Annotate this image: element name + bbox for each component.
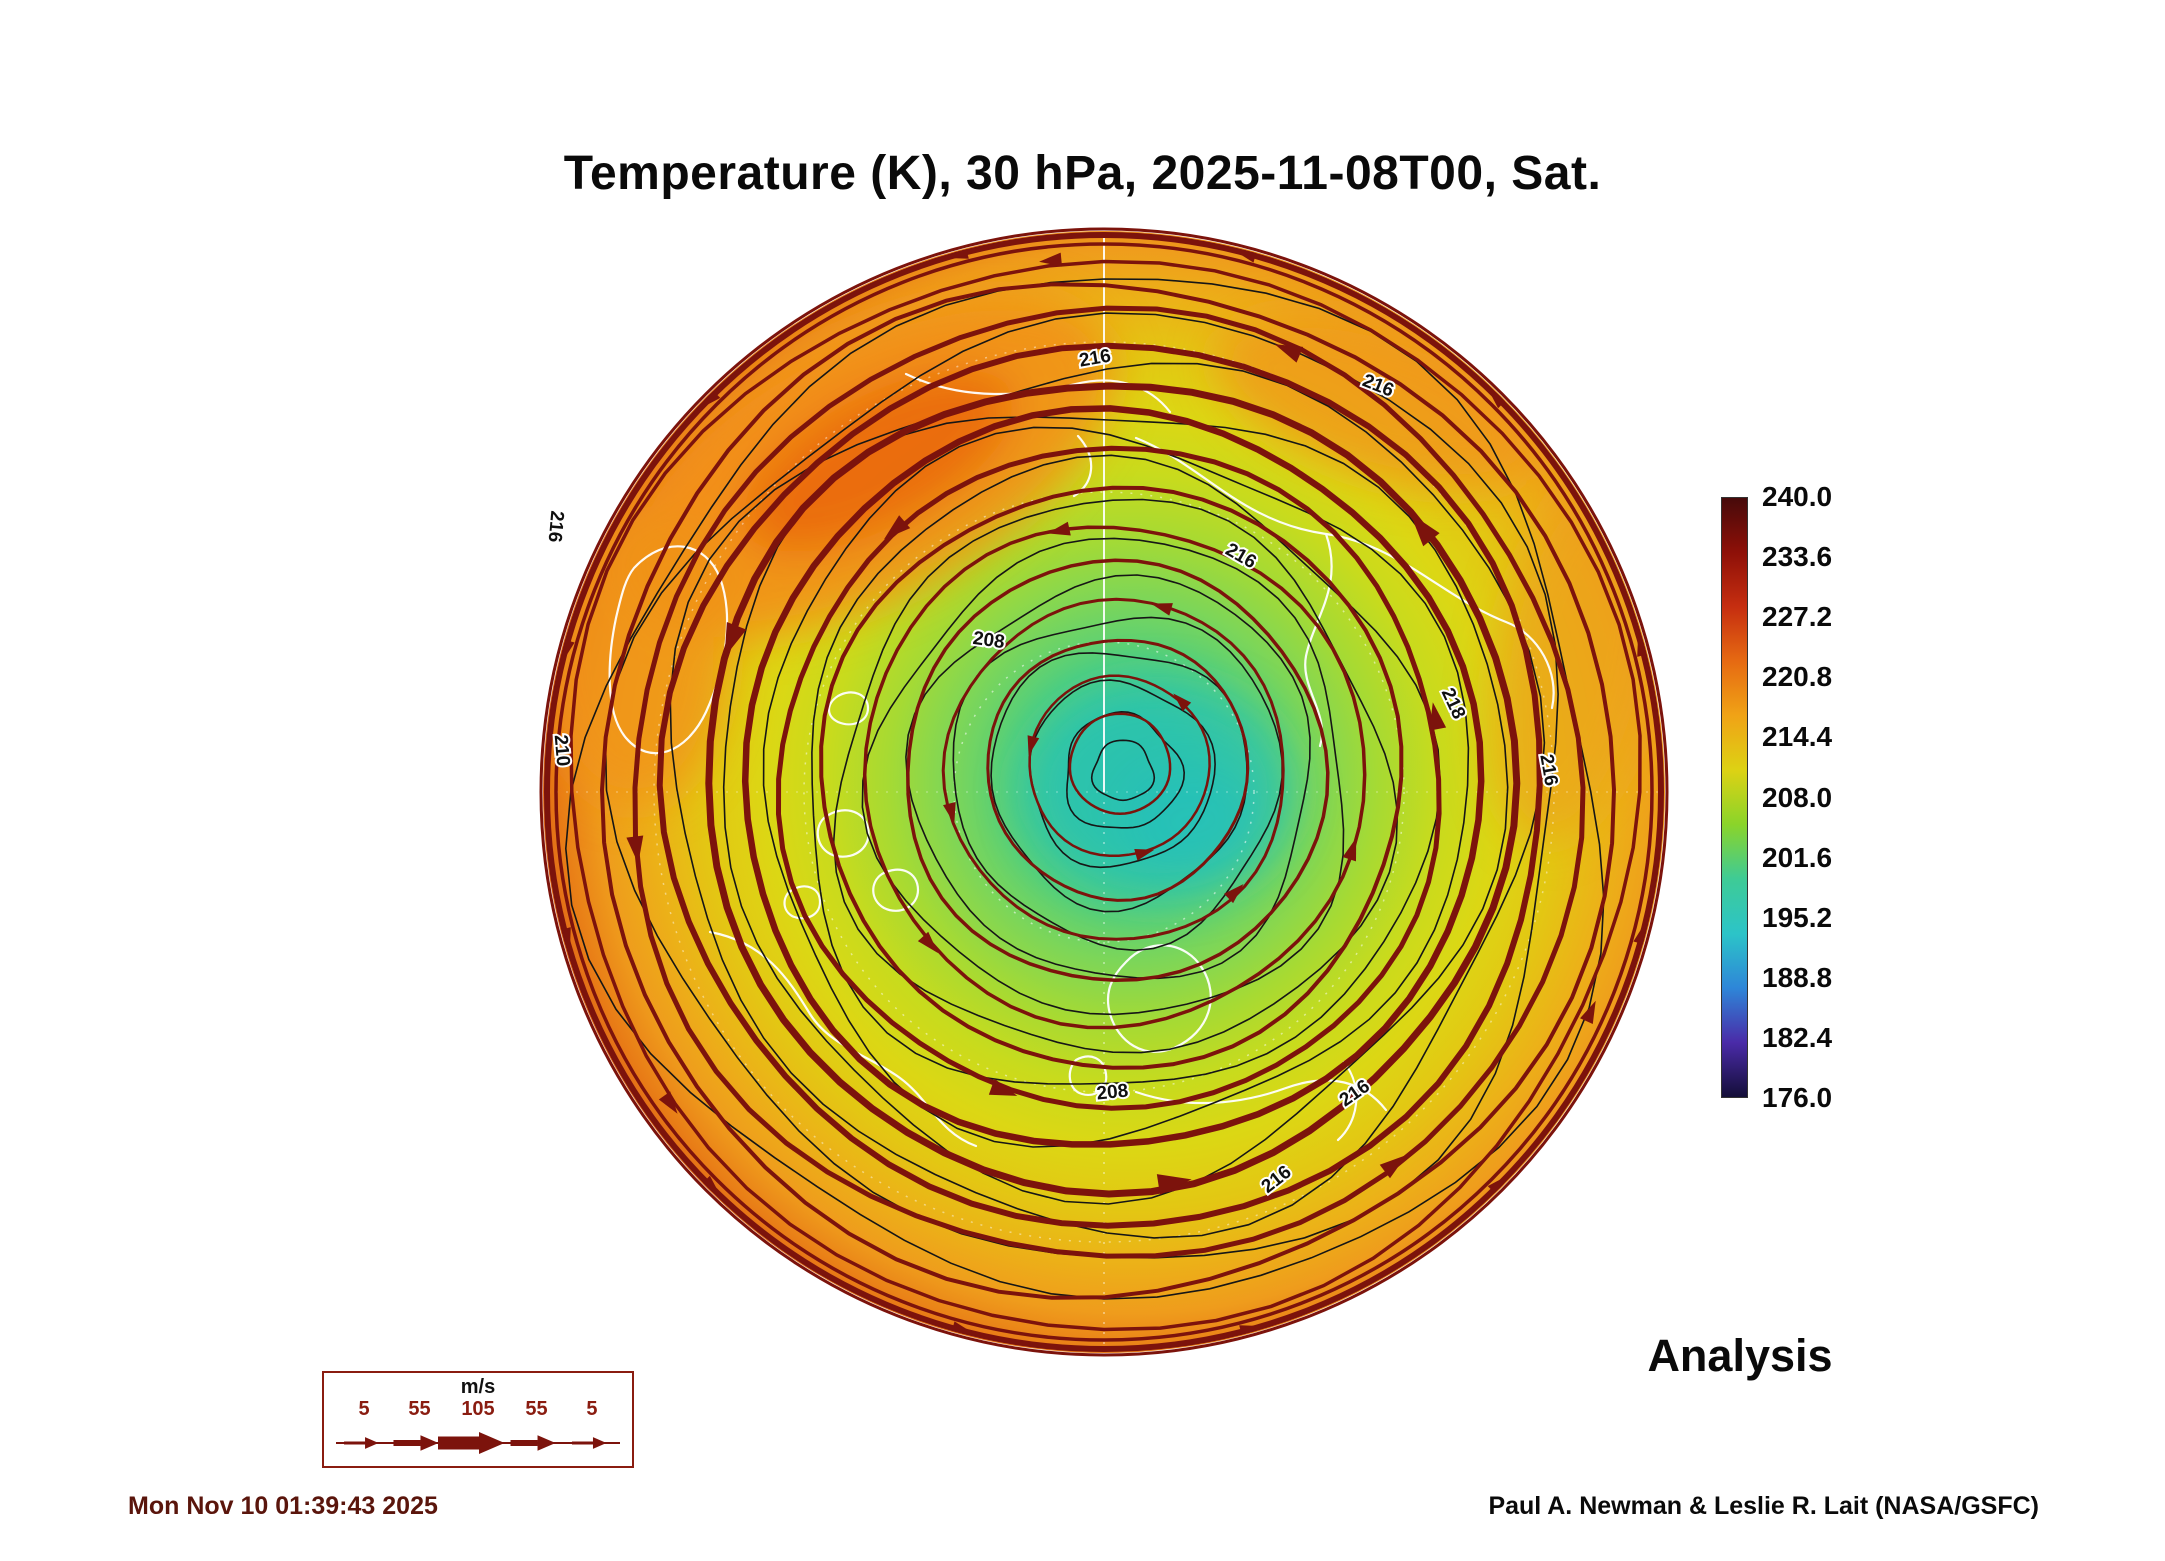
streamline [819, 485, 1404, 1070]
streamline-arrowhead [1224, 883, 1244, 904]
creation-timestamp: Mon Nov 10 01:39:43 2025 [128, 1492, 438, 1520]
streamline-arrowhead [1429, 702, 1447, 731]
streamline-arrowhead [1027, 735, 1040, 756]
contour-line [952, 616, 1283, 952]
wind-speed-value: 5 [358, 1398, 370, 1420]
streamline [705, 382, 1521, 1198]
colorbar-tick-label: 182.4 [1762, 1021, 1833, 1053]
colorbar-tick-label: 176.0 [1762, 1082, 1833, 1113]
colorbar-tick-label: 240.0 [1762, 481, 1833, 512]
wind-speed-value: 55 [408, 1398, 431, 1420]
streamline-arrowhead [883, 515, 911, 540]
wind-streamlines [569, 259, 1642, 1332]
streamline [941, 597, 1285, 941]
wind-arrow-head [592, 1437, 607, 1449]
contour-label: 216 [544, 510, 568, 543]
colorbar-gradient [1721, 497, 1748, 1098]
contour-label: 216 [1535, 753, 1561, 788]
colorbar-tick-label: 214.4 [1762, 721, 1833, 753]
graticule [546, 234, 1662, 1350]
streamline-arrowhead [988, 1078, 1018, 1096]
streamline [741, 405, 1485, 1148]
wind-legend-numbers: 5 55 105 55 5 [324, 1398, 632, 1422]
streamline-arrowhead [1274, 344, 1304, 363]
streamline-arrowhead [1039, 252, 1063, 267]
streamline-arrowhead [1047, 521, 1071, 536]
streamline [1028, 674, 1211, 857]
wind-arrow-head [537, 1435, 556, 1451]
contour-line [832, 498, 1399, 1054]
map-rim [539, 227, 1669, 1357]
wind-arrow-head [365, 1437, 379, 1449]
streamline [1068, 712, 1172, 816]
contour-line [762, 426, 1470, 1148]
streamline [986, 638, 1250, 902]
credit-line: Paul A. Newman & Leslie R. Lait (NASA/GS… [1488, 1492, 2039, 1520]
streamline-arrowhead [1151, 603, 1173, 616]
streamline [569, 259, 1642, 1332]
polar-map: 216 216 216 208 218 216 210 208 216 216 216 [538, 226, 1670, 1358]
analysis-label: Analysis [1647, 1330, 1833, 1381]
contour-label: 210 [550, 734, 574, 767]
streamline-arrowhead [1134, 849, 1155, 861]
streamline-arrowhead [1379, 1155, 1407, 1179]
streamline-arrowhead [1342, 837, 1357, 862]
colorbar-tick-label: 188.8 [1762, 961, 1833, 993]
colorbar-tick-label: 233.6 [1762, 541, 1833, 573]
wind-arrow-head [479, 1431, 505, 1455]
colorbar-tick-label: 227.2 [1762, 601, 1833, 633]
colorbar-tick-label: 201.6 [1762, 841, 1833, 873]
contour-label: 208 [1096, 1080, 1130, 1104]
streamline-arrowhead [1580, 1000, 1596, 1025]
colorbar-tick-label: 220.8 [1762, 661, 1833, 693]
streamline [656, 342, 1543, 1229]
plot-title: Temperature (K), 30 hPa, 2025-11-08T00, … [563, 147, 1602, 200]
streamline-arrowhead [626, 835, 644, 864]
colorbar-tick-label: 195.2 [1762, 901, 1833, 933]
wind-speed-value: 55 [525, 1398, 548, 1420]
streamline [775, 445, 1442, 1111]
streamline-arrowhead [943, 801, 956, 824]
wind-speed-value: 105 [461, 1398, 495, 1420]
streamline [862, 525, 1367, 1030]
wind-units-label: m/s [460, 1376, 496, 1398]
contour-line [722, 416, 1509, 1205]
wind-arrow-scale [336, 1431, 620, 1455]
streamline-arrowhead [1156, 1174, 1192, 1195]
contour-label: 208 [972, 628, 1006, 653]
streamline-arrowhead [724, 622, 747, 658]
wind-speed-value: 5 [586, 1398, 598, 1420]
streamline [599, 282, 1617, 1300]
streamline [906, 558, 1330, 982]
colorbar-ticks: 240.0 233.6 227.2 220.8 214.4 208.0 201.6 195.2… [1762, 481, 1892, 1113]
streamline [632, 305, 1586, 1259]
streamline-arrowhead [1173, 693, 1192, 712]
contour-line [669, 362, 1546, 1239]
streamline-arrowhead [658, 1091, 678, 1114]
wind-arrow-head [420, 1435, 439, 1451]
colorbar-tick-label: 208.0 [1762, 781, 1833, 813]
streamline-arrowhead [1410, 513, 1440, 547]
streamline-arrowhead [917, 931, 939, 954]
contour-line [1090, 739, 1156, 802]
wind-speed-legend: m/s 5 55 105 55 5 [322, 1371, 634, 1468]
